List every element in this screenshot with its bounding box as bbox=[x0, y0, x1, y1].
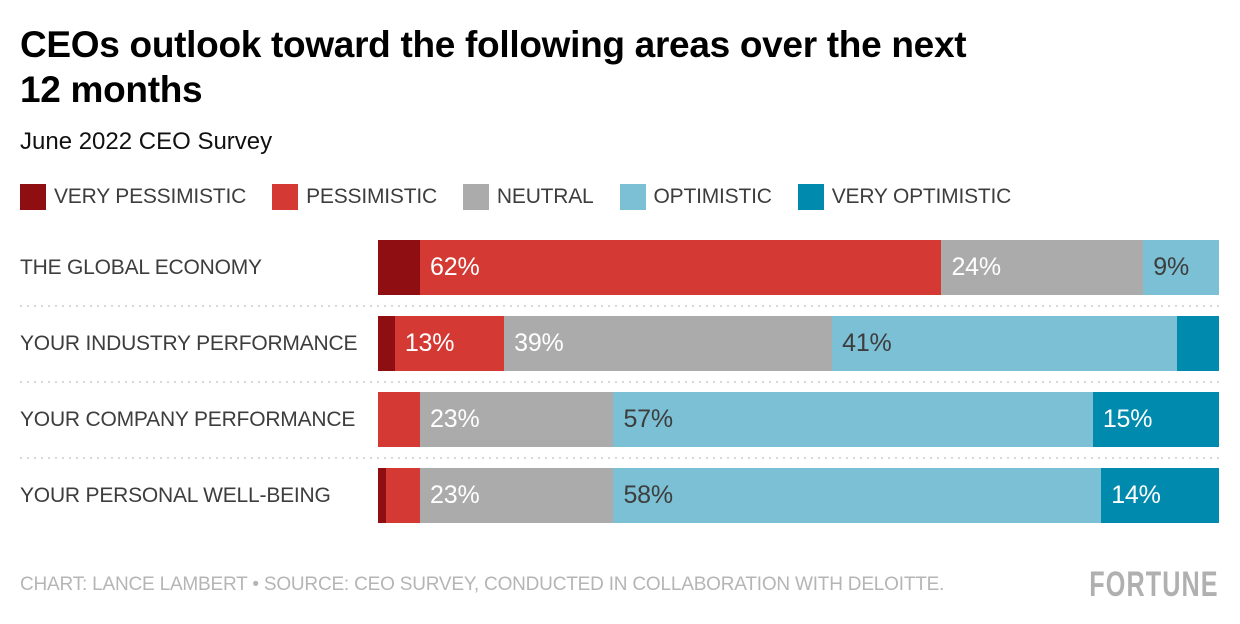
legend-swatch-icon bbox=[797, 184, 824, 210]
segment-value-label: 62% bbox=[430, 253, 480, 281]
bar-segment-very-pessimistic bbox=[378, 316, 395, 371]
legend-swatch-icon bbox=[462, 184, 489, 210]
bar-segment-optimistic: 9% bbox=[1143, 240, 1219, 295]
bar-segment-pessimistic bbox=[378, 392, 421, 447]
row-separator bbox=[20, 295, 1219, 316]
segment-value-label: 23% bbox=[430, 405, 480, 433]
legend-label: NEUTRAL bbox=[496, 185, 594, 208]
segment-value-label: 15% bbox=[1102, 405, 1153, 433]
chart-row: YOUR PERSONAL WELL-BEING 23% 58% 14% bbox=[20, 468, 1219, 523]
bar-segment-pessimistic bbox=[386, 468, 421, 523]
bar-segment-neutral: 39% bbox=[504, 316, 833, 371]
bar-track: 23% 57% 15% bbox=[378, 392, 1219, 447]
bar-segment-neutral: 24% bbox=[941, 240, 1144, 295]
legend-item-optimistic: OPTIMISTIC bbox=[619, 184, 772, 210]
segment-value-label: 41% bbox=[842, 329, 892, 357]
legend-label: VERY PESSIMISTIC bbox=[54, 185, 247, 208]
legend-swatch-icon bbox=[619, 184, 646, 210]
segment-value-label: 57% bbox=[623, 405, 673, 433]
bar-segment-optimistic: 41% bbox=[832, 316, 1177, 371]
legend-label: OPTIMISTIC bbox=[653, 185, 772, 208]
legend-swatch-icon bbox=[20, 184, 46, 210]
row-label: THE GLOBAL ECONOMY bbox=[20, 255, 262, 279]
bar-segment-very-optimistic bbox=[1176, 316, 1219, 371]
row-label: YOUR PERSONAL WELL-BEING bbox=[20, 483, 331, 507]
segment-value-label: 58% bbox=[623, 481, 673, 509]
segment-value-label: 39% bbox=[514, 329, 564, 357]
bar-track: 23% 58% 14% bbox=[378, 468, 1219, 523]
bar-segment-neutral: 23% bbox=[420, 392, 614, 447]
row-separator bbox=[20, 447, 1219, 468]
fortune-logo: FORTUNE bbox=[1089, 565, 1219, 604]
legend-item-very-pessimistic: VERY PESSIMISTIC bbox=[20, 184, 246, 210]
chart-title: CEOs outlook toward the following areas … bbox=[20, 0, 1219, 112]
legend-label: PESSIMISTIC bbox=[306, 185, 437, 208]
legend-swatch-icon bbox=[272, 184, 299, 210]
footer: CHART: LANCE LAMBERT • SOURCE: CEO SURVE… bbox=[20, 565, 1219, 605]
segment-value-label: 23% bbox=[430, 481, 480, 509]
bar-segment-pessimistic: 62% bbox=[420, 240, 942, 295]
chart-title-line-1: CEOs outlook toward the following areas … bbox=[20, 24, 967, 65]
dotted-divider bbox=[20, 456, 1219, 459]
bar-segment-very-optimistic: 15% bbox=[1092, 392, 1219, 447]
chart: THE GLOBAL ECONOMY 62% 24% 9% YOUR INDUSTRY … bbox=[20, 240, 1219, 523]
dotted-divider bbox=[20, 304, 1219, 307]
bar-segment-very-pessimistic bbox=[378, 468, 387, 523]
bar-track: 62% 24% 9% bbox=[378, 240, 1219, 295]
legend-label: VERY OPTIMISTIC bbox=[831, 185, 1012, 208]
legend: VERY PESSIMISTIC PESSIMISTIC NEUTRAL OPTIMI… bbox=[20, 184, 1219, 210]
chart-row: THE GLOBAL ECONOMY 62% 24% 9% bbox=[20, 240, 1219, 295]
bar-track: 13% 39% 41% bbox=[378, 316, 1219, 371]
bar-segment-optimistic: 57% bbox=[613, 392, 1093, 447]
chart-row: YOUR INDUSTRY PERFORMANCE 13% 39% 41% bbox=[20, 316, 1219, 371]
credit-line: CHART: LANCE LAMBERT • SOURCE: CEO SURVE… bbox=[20, 574, 945, 595]
bar-segment-neutral: 23% bbox=[420, 468, 614, 523]
segment-value-label: 14% bbox=[1111, 481, 1161, 509]
row-separator bbox=[20, 371, 1219, 392]
segment-value-label: 13% bbox=[404, 329, 455, 357]
chart-row: YOUR COMPANY PERFORMANCE 23% 57% 15% bbox=[20, 392, 1219, 447]
segment-value-label: 9% bbox=[1153, 253, 1190, 281]
legend-item-pessimistic: PESSIMISTIC bbox=[272, 184, 437, 210]
legend-item-neutral: NEUTRAL bbox=[462, 184, 594, 210]
chart-subtitle: June 2022 CEO Survey bbox=[20, 128, 273, 155]
row-label: YOUR INDUSTRY PERFORMANCE bbox=[20, 331, 358, 355]
dotted-divider bbox=[20, 380, 1219, 383]
bar-segment-very-pessimistic bbox=[378, 240, 421, 295]
bar-segment-pessimistic: 13% bbox=[394, 316, 505, 371]
legend-item-very-optimistic: VERY OPTIMISTIC bbox=[797, 184, 1012, 210]
chart-title-line-2: 12 months bbox=[20, 69, 203, 110]
bar-segment-very-optimistic: 14% bbox=[1101, 468, 1219, 523]
row-label: YOUR COMPANY PERFORMANCE bbox=[20, 407, 356, 431]
segment-value-label: 24% bbox=[951, 253, 1001, 281]
bar-segment-optimistic: 58% bbox=[613, 468, 1102, 523]
